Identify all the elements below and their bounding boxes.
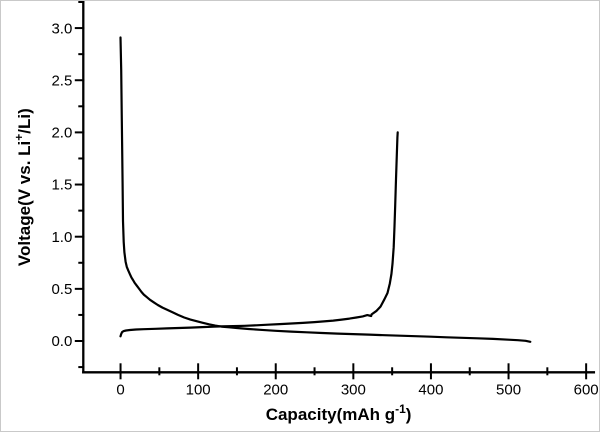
x-tick-label: 500 [496, 381, 521, 398]
x-tick-label: 600 [574, 381, 599, 398]
series [119, 36, 532, 343]
x-tick-label: 200 [263, 381, 288, 398]
y-tick-label: 0.0 [51, 333, 72, 350]
series-charge-curve [119, 131, 399, 338]
x-tick-label: 100 [186, 381, 211, 398]
x-tick-labels: 0 100 200 300 400 500 600 [116, 381, 598, 398]
y-tick-label: 1.5 [51, 177, 72, 194]
y-tick-label: 2.5 [51, 72, 72, 89]
y-tick-labels: 0.0 0.5 1.0 1.5 2.0 2.5 3.0 [51, 20, 72, 350]
series-discharge-curve [119, 36, 532, 343]
ticks [74, 1, 588, 380]
x-tick-label: 0 [116, 381, 124, 398]
y-tick-label: 0.5 [51, 281, 72, 298]
y-tick-label: 2.0 [51, 125, 72, 142]
axes [82, 1, 596, 374]
y-tick-label: 3.0 [51, 20, 72, 37]
y-axis-title: Voltage(V vs. Li+/Li) [12, 108, 34, 266]
x-tick-label: 300 [341, 381, 366, 398]
x-tick-label: 400 [418, 381, 443, 398]
y-tick-label: 1.0 [51, 229, 72, 246]
x-axis-title: Capacity(mAh g-1) [266, 402, 412, 424]
